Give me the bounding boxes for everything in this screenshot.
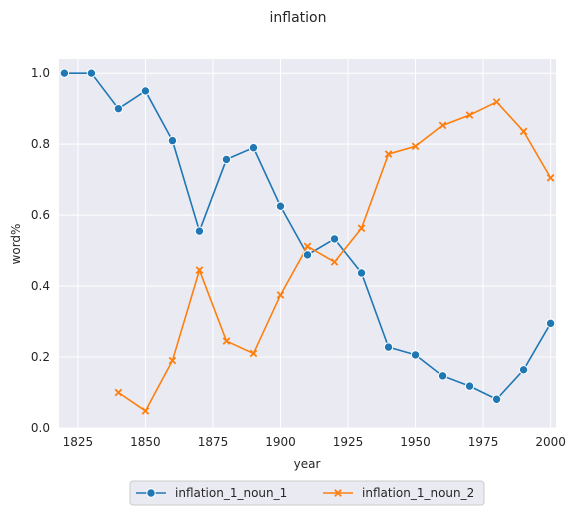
data-point-1 — [194, 226, 205, 236]
data-point-1 — [437, 371, 448, 381]
data-point-1 — [275, 201, 286, 211]
data-point-2 — [141, 407, 150, 415]
data-point-1 — [248, 143, 259, 153]
y-tick-labels: 0.0 0.2 0.4 0.6 0.8 1.0 — [31, 66, 50, 435]
data-point-2 — [195, 266, 204, 274]
data-point-2 — [330, 258, 339, 266]
data-point-2 — [492, 98, 501, 106]
data-point-1 — [383, 342, 394, 352]
data-point-1 — [140, 86, 151, 96]
data-point-1 — [167, 135, 178, 146]
legend: inflation_1_noun_1 inflation_1_noun_2 — [129, 480, 485, 506]
data-point-2 — [384, 150, 393, 158]
series-markers — [59, 68, 556, 415]
data-point-2 — [519, 127, 528, 136]
data-point-2 — [546, 174, 555, 182]
data-point-2 — [438, 121, 447, 130]
x-tick-label: 2000 — [535, 435, 566, 449]
x-tick-label: 1875 — [198, 435, 229, 449]
legend-box — [129, 480, 485, 506]
data-point-1 — [113, 103, 124, 114]
data-point-2 — [357, 224, 366, 233]
data-point-1 — [329, 234, 340, 244]
plot-area — [59, 59, 556, 428]
data-point-1 — [545, 318, 556, 329]
data-point-1 — [410, 350, 421, 360]
y-tick-label: 0.6 — [31, 208, 50, 222]
grid — [59, 59, 556, 429]
data-point-2 — [465, 111, 474, 119]
chart-title: inflation — [270, 10, 327, 26]
y-tick-label: 0.0 — [31, 421, 50, 435]
legend-label-1: inflation_1_noun_1 — [175, 486, 287, 500]
data-point-1 — [221, 154, 232, 165]
x-tick-label: 1825 — [63, 435, 94, 449]
y-tick-label: 1.0 — [31, 66, 50, 80]
x-axis-label: year — [294, 457, 321, 471]
data-point-1 — [464, 381, 475, 391]
x-tick-label: 1925 — [333, 435, 364, 449]
y-tick-label: 0.8 — [31, 137, 50, 151]
y-tick-label: 0.4 — [31, 279, 50, 293]
x-tick-label: 1950 — [400, 435, 431, 449]
data-point-2 — [411, 142, 420, 151]
x-tick-label: 1850 — [130, 435, 161, 449]
y-tick-label: 0.2 — [31, 350, 50, 364]
data-point-1 — [356, 268, 367, 278]
data-point-1 — [302, 250, 313, 260]
x-tick-labels: 1825 1850 1875 1900 1925 1950 1975 2000 — [63, 435, 566, 449]
data-point-2 — [303, 242, 312, 251]
data-point-1 — [59, 68, 70, 78]
legend-label-2: inflation_1_noun_2 — [362, 486, 474, 500]
data-point-2 — [168, 356, 177, 365]
legend-marker-1 — [146, 488, 156, 498]
data-point-1 — [86, 68, 97, 78]
data-point-2 — [249, 349, 258, 358]
legend-marker-2 — [334, 489, 342, 497]
data-point-1 — [491, 394, 502, 404]
x-tick-label: 1900 — [265, 435, 296, 449]
data-point-1 — [518, 365, 529, 375]
x-tick-label: 1975 — [468, 435, 499, 449]
y-axis-label: word% — [9, 224, 23, 265]
data-point-2 — [222, 337, 231, 345]
data-point-2 — [276, 291, 285, 299]
data-point-2 — [114, 388, 123, 397]
